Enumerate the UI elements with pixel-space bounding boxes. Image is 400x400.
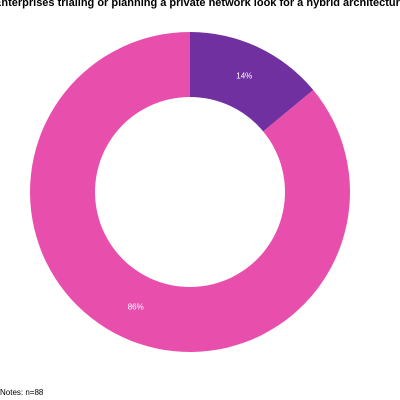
donut-slice	[29, 32, 350, 352]
chart-title: Enterprises trialing or planning a priva…	[0, 0, 400, 9]
slice-label: 14%	[236, 72, 252, 81]
chart-note: Notes: n=88	[0, 388, 44, 397]
slice-label: 86%	[128, 302, 144, 311]
donut-slice	[190, 32, 314, 132]
